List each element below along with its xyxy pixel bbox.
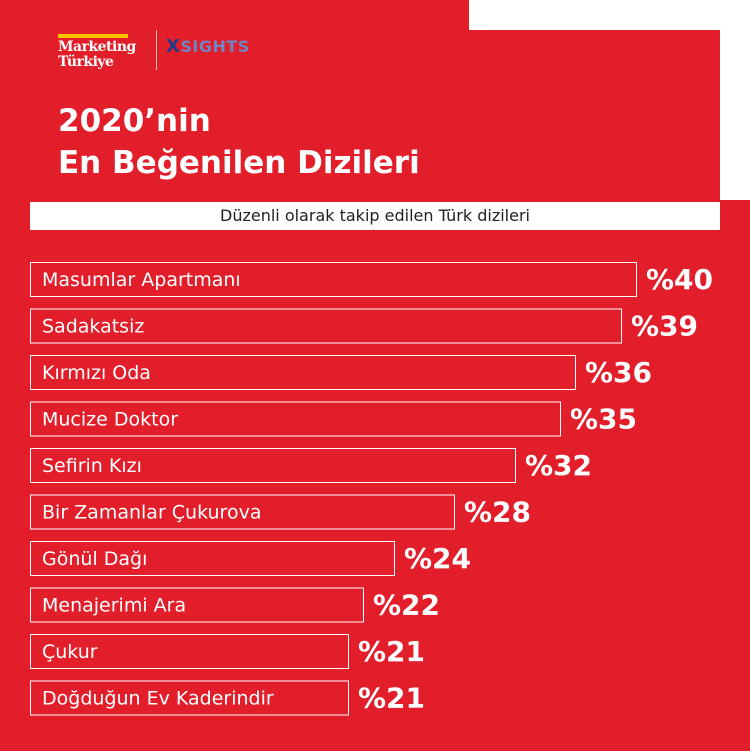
value-label-1: %40 xyxy=(646,263,713,296)
value-label-4: %35 xyxy=(570,403,637,436)
value-label-3: %36 xyxy=(585,356,652,389)
value-label-9: %21 xyxy=(358,635,425,668)
bar-label-7: Gönül Dağı xyxy=(42,548,147,570)
corner-white-block xyxy=(469,0,750,30)
value-label-2: %39 xyxy=(631,310,698,343)
bar-label-9: Çukur xyxy=(42,641,98,663)
logo-divider xyxy=(156,30,157,70)
xsights-text: SIGHTS xyxy=(180,37,250,56)
value-label-7: %24 xyxy=(404,542,471,575)
bar-10 xyxy=(30,680,349,716)
page-title: 2020’nin En Beğenilen Dizileri xyxy=(58,100,658,184)
xsights-logo: XSIGHTS xyxy=(166,36,250,57)
marketing-turkiye-logo: Marketing Türkiye xyxy=(58,34,154,70)
bar-label-8: Menajerimi Ara xyxy=(42,595,186,617)
title-line-2: En Beğenilen Dizileri xyxy=(58,145,420,181)
chart-svg: Masumlar Apartmanı %40 Sadakatsiz %39 Kırmız… xyxy=(30,262,713,716)
bar-label-5: Sefirin Kızı xyxy=(42,455,142,477)
xsights-x: X xyxy=(166,36,181,57)
value-label-6: %28 xyxy=(464,496,531,529)
logo-turkiye-text: Türkiye xyxy=(58,54,114,70)
bar-1 xyxy=(30,262,637,297)
bar-label-2: Sadakatsiz xyxy=(42,316,144,338)
bar-8 xyxy=(30,587,364,623)
corner-white-strip xyxy=(720,0,750,200)
bar-4 xyxy=(30,401,561,437)
value-label-8: %22 xyxy=(373,589,440,622)
bar-6 xyxy=(30,494,455,530)
value-label-10: %21 xyxy=(358,682,425,715)
bar-9 xyxy=(30,634,349,669)
bar-label-1: Masumlar Apartmanı xyxy=(42,269,241,291)
bar-label-4: Mucize Doktor xyxy=(42,409,178,431)
bar-2 xyxy=(30,308,622,344)
bar-3 xyxy=(30,355,576,390)
bar-label-3: Kırmızı Oda xyxy=(42,362,151,384)
bar-label-6: Bir Zamanlar Çukurova xyxy=(42,502,261,524)
bar-label-10: Doğduğun Ev Kaderindir xyxy=(42,688,274,710)
logo-marketing-text: Marketing xyxy=(58,39,136,55)
subtitle: Düzenli olarak takip edilen Türk diziler… xyxy=(30,202,720,230)
bar-5 xyxy=(30,448,516,483)
bar-7 xyxy=(30,541,395,576)
title-line-1: 2020’nin xyxy=(58,103,211,139)
logo-accent-bar xyxy=(58,34,128,38)
value-label-5: %32 xyxy=(525,449,592,482)
bar-chart: Masumlar Apartmanı %40 Sadakatsiz %39 Kırmız… xyxy=(30,262,740,722)
